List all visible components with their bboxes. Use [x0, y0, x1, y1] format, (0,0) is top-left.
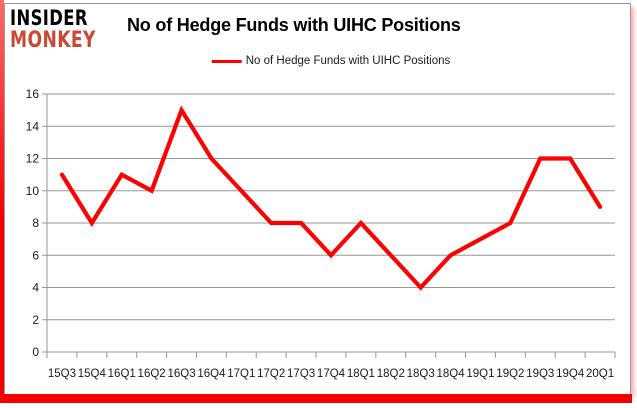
y-axis-label: 12 [26, 152, 40, 166]
y-axis-label: 0 [32, 345, 39, 359]
series-line [59, 105, 603, 291]
y-axis-label: 2 [32, 313, 39, 327]
x-axis-label: 18Q4 [437, 368, 466, 380]
logo-text-monkey: MONKEY [10, 28, 96, 53]
y-axis-label: 10 [26, 184, 40, 198]
legend-label: No of Hedge Funds with UIHC Positions [245, 55, 451, 67]
x-axis-label: 18Q2 [377, 368, 405, 380]
x-axis-label: 15Q3 [48, 368, 76, 380]
x-axis-label: 16Q2 [138, 368, 166, 380]
legend: No of Hedge Funds with UIHC Positions [211, 55, 451, 67]
x-axis-label: 18Q3 [407, 368, 435, 380]
y-axis-label: 16 [26, 87, 40, 101]
x-axis-label: 16Q1 [108, 368, 136, 380]
insider-monkey-logo: INSIDER MONKEY [10, 8, 120, 52]
y-axis-label: 4 [32, 281, 39, 295]
x-axis-label: 17Q3 [287, 368, 315, 380]
x-axis-label: 19Q2 [496, 368, 524, 380]
logo-text-insider: INSIDER [10, 6, 88, 30]
y-axis-label: 8 [32, 216, 39, 230]
x-axis-label: 19Q4 [556, 368, 585, 380]
y-axis-label: 6 [32, 248, 39, 262]
chart-title: No of Hedge Funds with UIHC Positions [127, 15, 461, 35]
x-axis-label: 19Q1 [466, 368, 494, 380]
x-axis-label: 19Q3 [526, 368, 554, 380]
x-axis-label: 15Q4 [78, 368, 107, 380]
x-axis-label: 17Q2 [257, 368, 285, 380]
x-axis-label: 20Q1 [586, 368, 614, 380]
x-axis-label: 17Q4 [317, 368, 346, 380]
x-axis-label: 16Q3 [167, 368, 195, 380]
x-axis-label: 18Q1 [347, 368, 375, 380]
x-axis-label: 17Q1 [227, 368, 255, 380]
x-axis-label: 16Q4 [197, 368, 226, 380]
y-axis-label: 14 [26, 119, 40, 133]
legend-line-swatch [211, 59, 242, 63]
